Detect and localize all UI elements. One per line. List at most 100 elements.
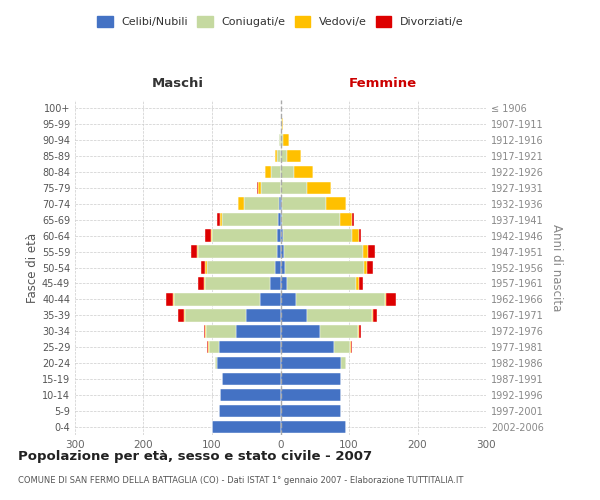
Bar bbox=[359, 277, 363, 289]
Bar bbox=[385, 293, 386, 306]
Bar bbox=[284, 246, 363, 258]
Bar bbox=[215, 357, 217, 370]
Bar bbox=[281, 325, 320, 338]
Bar bbox=[277, 230, 281, 242]
Bar bbox=[358, 325, 359, 338]
Bar bbox=[246, 309, 281, 322]
Bar bbox=[279, 198, 281, 210]
Bar bbox=[173, 293, 175, 306]
Bar bbox=[326, 198, 346, 210]
Bar bbox=[217, 357, 281, 370]
Bar bbox=[217, 214, 220, 226]
Bar bbox=[340, 214, 352, 226]
Bar bbox=[281, 389, 341, 402]
Bar bbox=[281, 214, 282, 226]
Bar bbox=[244, 198, 279, 210]
Bar bbox=[281, 230, 283, 242]
Bar bbox=[363, 246, 368, 258]
Bar bbox=[281, 262, 285, 274]
Bar bbox=[282, 214, 340, 226]
Bar bbox=[287, 277, 356, 289]
Bar bbox=[265, 166, 271, 178]
Bar bbox=[281, 293, 296, 306]
Bar bbox=[271, 166, 281, 178]
Bar bbox=[352, 230, 359, 242]
Bar bbox=[277, 150, 281, 162]
Bar bbox=[277, 246, 281, 258]
Bar bbox=[281, 118, 282, 130]
Bar bbox=[220, 214, 222, 226]
Bar bbox=[257, 182, 258, 194]
Bar bbox=[262, 182, 281, 194]
Bar bbox=[359, 325, 361, 338]
Legend: Celibi/Nubili, Coniugati/e, Vedovi/e, Divorziati/e: Celibi/Nubili, Coniugati/e, Vedovi/e, Di… bbox=[93, 12, 468, 32]
Bar bbox=[206, 262, 275, 274]
Text: Femmine: Femmine bbox=[349, 78, 418, 90]
Bar bbox=[281, 246, 284, 258]
Bar bbox=[282, 198, 326, 210]
Bar bbox=[206, 325, 236, 338]
Bar bbox=[205, 325, 206, 338]
Bar bbox=[350, 341, 351, 353]
Bar bbox=[206, 341, 208, 353]
Bar bbox=[281, 134, 283, 146]
Bar bbox=[258, 182, 262, 194]
Bar bbox=[191, 246, 197, 258]
Bar bbox=[198, 246, 277, 258]
Bar bbox=[356, 277, 359, 289]
Bar bbox=[201, 262, 205, 274]
Y-axis label: Fasce di età: Fasce di età bbox=[26, 232, 39, 302]
Bar bbox=[285, 262, 364, 274]
Bar bbox=[281, 277, 287, 289]
Text: Maschi: Maschi bbox=[152, 78, 204, 90]
Bar bbox=[209, 341, 219, 353]
Bar bbox=[219, 341, 281, 353]
Bar bbox=[281, 373, 341, 386]
Bar bbox=[281, 198, 282, 210]
Bar bbox=[281, 182, 307, 194]
Bar bbox=[296, 293, 385, 306]
Bar bbox=[175, 293, 260, 306]
Bar bbox=[212, 230, 277, 242]
Bar bbox=[199, 277, 204, 289]
Bar bbox=[208, 341, 209, 353]
Bar bbox=[270, 277, 281, 289]
Bar bbox=[334, 341, 350, 353]
Bar bbox=[220, 389, 281, 402]
Bar bbox=[281, 421, 346, 433]
Bar bbox=[282, 118, 283, 130]
Bar bbox=[279, 134, 281, 146]
Bar bbox=[238, 198, 244, 210]
Bar bbox=[281, 309, 307, 322]
Bar bbox=[275, 150, 277, 162]
Bar bbox=[211, 230, 212, 242]
Bar bbox=[341, 357, 346, 370]
Bar bbox=[294, 166, 313, 178]
Bar bbox=[281, 166, 294, 178]
Bar bbox=[275, 262, 281, 274]
Bar bbox=[236, 325, 281, 338]
Bar bbox=[197, 246, 198, 258]
Bar bbox=[281, 357, 341, 370]
Bar bbox=[283, 230, 352, 242]
Bar bbox=[320, 325, 358, 338]
Bar bbox=[222, 214, 278, 226]
Bar bbox=[278, 214, 281, 226]
Bar bbox=[185, 309, 246, 322]
Bar bbox=[373, 309, 377, 322]
Bar bbox=[219, 405, 281, 417]
Bar bbox=[178, 309, 184, 322]
Bar bbox=[205, 262, 206, 274]
Bar bbox=[287, 150, 301, 162]
Bar bbox=[166, 293, 173, 306]
Bar bbox=[281, 150, 287, 162]
Bar bbox=[371, 309, 373, 322]
Bar bbox=[205, 277, 270, 289]
Bar bbox=[364, 262, 367, 274]
Bar bbox=[281, 405, 341, 417]
Bar bbox=[260, 293, 281, 306]
Bar bbox=[386, 293, 396, 306]
Bar bbox=[307, 309, 371, 322]
Y-axis label: Anni di nascita: Anni di nascita bbox=[550, 224, 563, 311]
Bar bbox=[204, 325, 205, 338]
